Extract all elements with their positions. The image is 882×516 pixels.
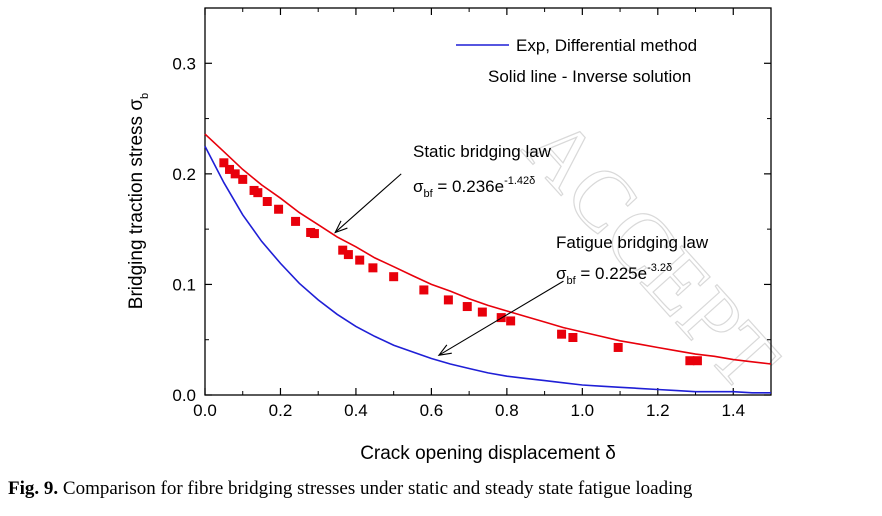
fatigue-law-equation: σbf = 0.225e-3.2δ xyxy=(556,262,672,287)
x-tick-label: 1.0 xyxy=(571,401,595,420)
static-law-line xyxy=(204,133,772,365)
caption-label: Fig. 9. xyxy=(8,478,59,499)
x-tick-label: 1.2 xyxy=(646,401,670,420)
annotation-fatigue: Fatigue bridging law σbf = 0.225e-3.2δ xyxy=(556,233,709,287)
x-tick-label: 0.2 xyxy=(269,401,293,420)
static-arrow-head xyxy=(334,220,348,234)
data-point xyxy=(443,295,453,305)
data-point xyxy=(613,342,623,352)
fatigue-arrow-shaft xyxy=(438,280,564,356)
data-point xyxy=(419,285,429,295)
static-eq-sym: σ xyxy=(413,177,424,196)
chart: ACCEPT 0.0 0.2 0.4 0.6 0.8 1.0 1.2 1.40.00.10.2… xyxy=(126,7,798,464)
legend-entry-2: Solid line - Inverse solution xyxy=(488,67,691,86)
data-point xyxy=(355,255,365,265)
fatigue-eq-sym: σ xyxy=(556,264,567,283)
static-eq-sub: bf xyxy=(424,188,434,200)
data-point xyxy=(338,245,348,255)
data-point xyxy=(685,356,695,366)
data-point xyxy=(568,333,578,343)
y-tick-label: 0.2 xyxy=(172,165,196,184)
x-tick-label: 0.6 xyxy=(420,401,444,420)
annotation-static: Static bridging law σbf = 0.236e-1.42δ xyxy=(413,142,552,200)
data-point xyxy=(291,216,301,226)
data-point xyxy=(343,250,353,260)
data-point xyxy=(225,164,235,174)
axis-ticks xyxy=(204,8,772,396)
fatigue-eq-main: = 0.225e xyxy=(576,264,647,283)
legend: Exp, Differential method Solid line - In… xyxy=(456,36,697,86)
figure-caption: Fig. 9. Comparison for fibre bridging st… xyxy=(8,478,878,500)
data-point xyxy=(692,356,702,366)
data-point xyxy=(506,316,516,326)
data-point xyxy=(462,302,472,312)
y-axis-title: Bridging traction stress σb xyxy=(126,93,151,309)
data-point xyxy=(389,272,399,282)
x-axis-title: Crack opening displacement δ xyxy=(360,443,616,464)
fatigue-law-title: Fatigue bridging law xyxy=(556,233,709,252)
fatigue-arrow-head xyxy=(437,344,452,356)
data-point xyxy=(262,197,272,206)
data-point xyxy=(274,204,284,214)
data-point xyxy=(368,263,378,273)
data-point xyxy=(309,229,319,239)
y-tick-label: 0.0 xyxy=(172,386,196,405)
data-point xyxy=(557,329,567,339)
fatigue-eq-sup: -3.2δ xyxy=(647,262,672,274)
legend-entry-1: Exp, Differential method xyxy=(516,36,697,55)
x-tick-label: 1.4 xyxy=(721,401,745,420)
y-axis-title-main: Bridging traction stress σ xyxy=(126,99,147,310)
y-axis-title-sub: b xyxy=(139,93,151,99)
data-point xyxy=(477,307,487,317)
static-law-equation: σbf = 0.236e-1.42δ xyxy=(413,175,535,200)
x-tick-label: 0.0 xyxy=(193,401,217,420)
data-point xyxy=(219,158,229,168)
data-point xyxy=(238,174,248,184)
fatigue-eq-sub: bf xyxy=(567,275,577,287)
plot-frame xyxy=(204,7,772,396)
static-law-title: Static bridging law xyxy=(413,142,552,161)
x-tick-label: 0.4 xyxy=(344,401,368,420)
x-tick-label: 0.8 xyxy=(495,401,519,420)
static-eq-main: = 0.236e xyxy=(433,177,504,196)
data-point xyxy=(253,188,263,198)
static-eq-sup: -1.42δ xyxy=(504,175,535,187)
axis-tick-labels: 0.0 0.2 0.4 0.6 0.8 1.0 1.2 1.4 0.0 0.1 0.2 0.3 xyxy=(172,54,745,420)
caption-text: Comparison for fibre bridging stresses u… xyxy=(58,478,693,499)
fatigue-law-line xyxy=(204,145,771,394)
annotation-arrows xyxy=(334,173,564,356)
data-point xyxy=(230,169,240,179)
y-tick-label: 0.1 xyxy=(172,275,196,294)
static-arrow-shaft xyxy=(334,173,402,233)
y-tick-label: 0.3 xyxy=(172,54,196,73)
